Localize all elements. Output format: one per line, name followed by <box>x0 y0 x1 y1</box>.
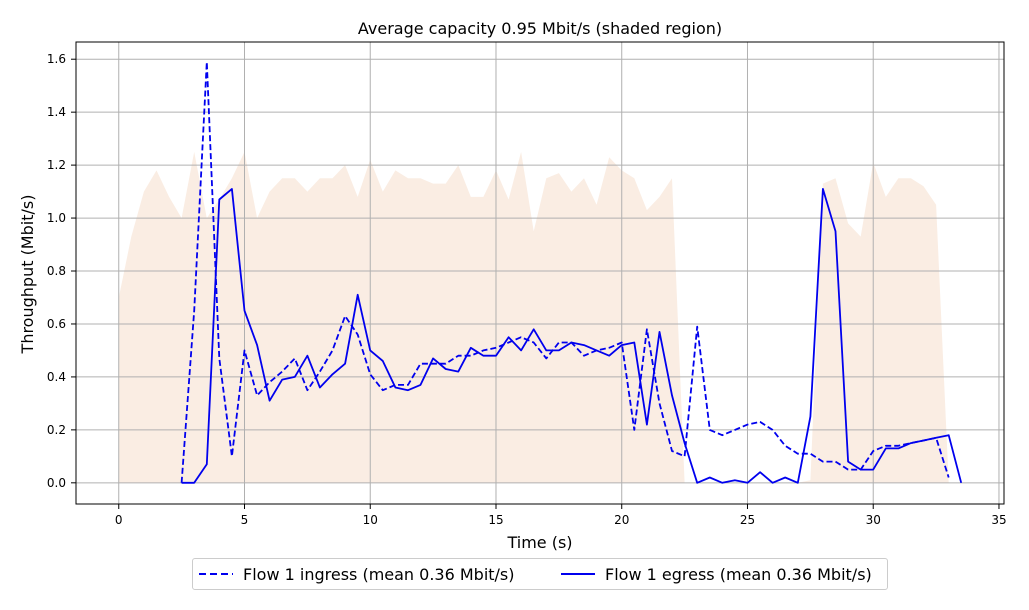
axes-frame <box>75 41 1005 505</box>
x-tick-label: 20 <box>614 513 629 527</box>
x-tick-label: 30 <box>866 513 881 527</box>
x-tick-label: 10 <box>363 513 378 527</box>
y-tick-label: 0.0 <box>47 476 66 490</box>
y-tick-label: 0.2 <box>47 423 66 437</box>
x-tick-label: 25 <box>740 513 755 527</box>
legend-label-ingress: Flow 1 ingress (mean 0.36 Mbit/s) <box>243 564 515 584</box>
y-axis-label: Throughput (Mbit/s) <box>18 195 37 355</box>
y-tick-label: 0.4 <box>47 370 66 384</box>
plot-area: 0 5 10 15 20 25 30 35 0.0 0.2 0.4 0.6 0.8 1.0 1.2 1.4 1.… <box>47 41 1007 527</box>
x-tick-label: 0 <box>115 513 123 527</box>
legend-solid-line-icon <box>561 573 595 575</box>
y-tick-label: 0.6 <box>47 317 66 331</box>
capacity-shaded-region <box>118 151 949 483</box>
x-axis-label: Time (s) <box>506 533 572 552</box>
x-tick-label: 15 <box>488 513 503 527</box>
y-tick-label: 1.4 <box>47 105 66 119</box>
egress-series-line <box>181 188 963 484</box>
y-tick-label: 1.0 <box>47 211 66 225</box>
x-tick-label: 35 <box>991 513 1006 527</box>
legend-item-egress: Flow 1 egress (mean 0.36 Mbit/s) <box>561 559 872 589</box>
y-tick-label: 0.8 <box>47 264 66 278</box>
ingress-series-line <box>180 61 950 483</box>
chart-title: Average capacity 0.95 Mbit/s (shaded reg… <box>358 19 722 38</box>
y-tick-label: 1.6 <box>47 52 66 66</box>
y-tick-label: 1.2 <box>47 158 66 172</box>
chart-legend: Flow 1 ingress (mean 0.36 Mbit/s) Flow 1… <box>192 558 888 590</box>
x-tick-label: 5 <box>241 513 249 527</box>
legend-dashed-line-icon <box>199 573 233 575</box>
legend-label-egress: Flow 1 egress (mean 0.36 Mbit/s) <box>605 564 872 584</box>
legend-item-ingress: Flow 1 ingress (mean 0.36 Mbit/s) <box>199 559 515 589</box>
